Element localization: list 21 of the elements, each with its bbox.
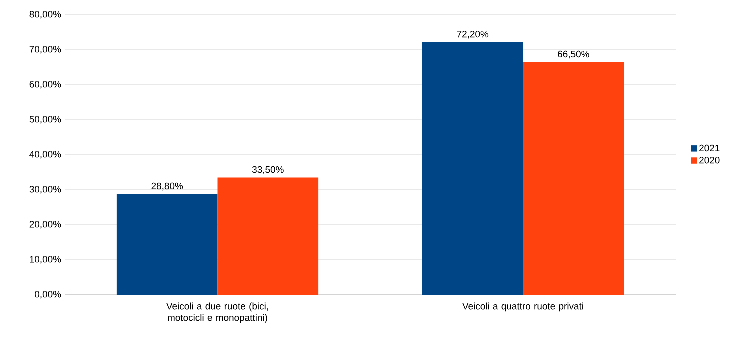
y-tick-label: 30,00% [30,186,62,194]
x-tick-label: Veicoli a quattro ruote privati [462,302,584,312]
x-tick-label: Veicoli a due ruote (bici, motocicli e monopattini) [166,302,268,324]
bar [422,42,524,295]
bar [218,178,319,295]
data-label: 28,80% [152,182,184,191]
legend-label: 2021 [700,144,720,152]
y-tick-label: 10,00% [30,256,62,264]
y-tick-label: 60,00% [30,81,62,89]
data-label: 66,50% [558,50,590,59]
bar [116,194,218,295]
y-tick-label: 40,00% [30,151,62,159]
y-tick-label: 70,00% [30,46,62,54]
y-tick-label: 50,00% [30,116,62,124]
legend-label: 2020 [700,156,720,164]
data-label: 72,20% [457,30,489,39]
bar [523,62,624,295]
y-tick-label: 80,00% [30,11,62,19]
y-tick-label: 20,00% [30,221,62,229]
y-tick-label: 0,00% [35,291,62,299]
data-label: 33,50% [252,166,284,174]
